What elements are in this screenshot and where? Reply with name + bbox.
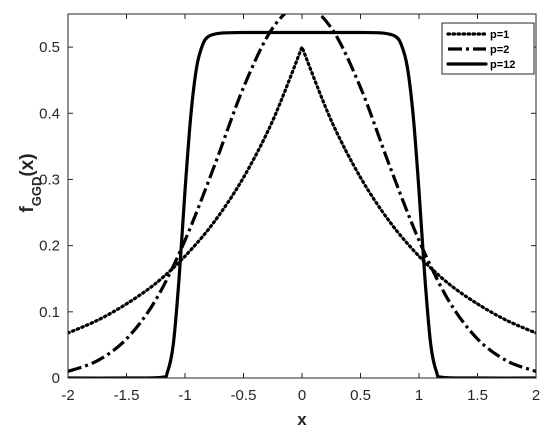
x-axis-ticks: -2 -1.5 -1 -0.5 0 0.5 1 1.5 2 [61, 14, 540, 404]
plot-content [68, 14, 536, 378]
y-axis-label-subscript: GGD [29, 177, 44, 207]
legend: p=1 p=2 p=12 [441, 22, 535, 75]
x-tick-label: 1.5 [467, 387, 488, 404]
y-axis-label-main: f [17, 206, 38, 213]
x-tick-label: 1 [415, 387, 423, 404]
legend-label-p1: p=1 [490, 29, 509, 41]
x-tick-label: -1 [178, 387, 191, 404]
x-tick-label: -1.5 [114, 387, 140, 404]
y-tick-label: 0.2 [39, 238, 60, 255]
y-tick-label: 0.3 [39, 171, 60, 188]
series-line-p1 [68, 42, 536, 335]
y-axis-label-suffix: (x) [17, 153, 38, 176]
x-tick-label: 0.5 [350, 387, 371, 404]
legend-label-p12: p=12 [490, 59, 515, 71]
y-tick-label: 0.5 [39, 39, 60, 56]
legend-label-p2: p=2 [490, 44, 509, 56]
x-axis-label: x [297, 410, 307, 429]
y-tick-label: 0.4 [39, 105, 60, 122]
y-tick-label: 0 [52, 370, 60, 387]
series-line-p2 [68, 14, 536, 373]
x-tick-label: -0.5 [231, 387, 257, 404]
x-tick-label: 2 [532, 387, 540, 404]
y-tick-label: 0.1 [39, 304, 60, 321]
x-tick-label: -2 [61, 387, 74, 404]
series-line-p12 [68, 30, 536, 378]
x-tick-label: 0 [298, 387, 306, 404]
y-axis-ticks: 0 0.1 0.2 0.3 0.4 0.5 [39, 39, 536, 387]
y-axis-label: fGGD(x) [17, 153, 44, 212]
